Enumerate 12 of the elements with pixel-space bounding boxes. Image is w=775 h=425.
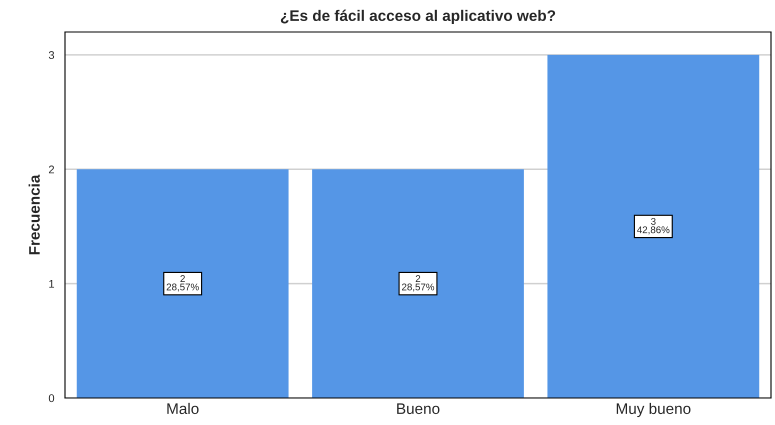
y-tick-label: 3: [48, 51, 54, 60]
data-label: 3 42,86%: [637, 218, 670, 234]
x-tick-label: Malo: [167, 402, 199, 414]
x-tick-label: Bueno: [397, 403, 440, 414]
y-tick-label: 2: [48, 166, 54, 174]
data-label: 2 28,57%: [402, 275, 434, 292]
y-axis-title: Frecuencia: [28, 174, 40, 254]
y-tick-label: 1: [49, 280, 54, 288]
data-label: 2 28,57%: [166, 275, 199, 292]
y-tick-label: 0: [48, 394, 54, 402]
chart-title: ¿Es de fácil acceso al aplicativo web?: [280, 10, 556, 24]
x-tick-label: Muy bueno: [616, 402, 690, 418]
